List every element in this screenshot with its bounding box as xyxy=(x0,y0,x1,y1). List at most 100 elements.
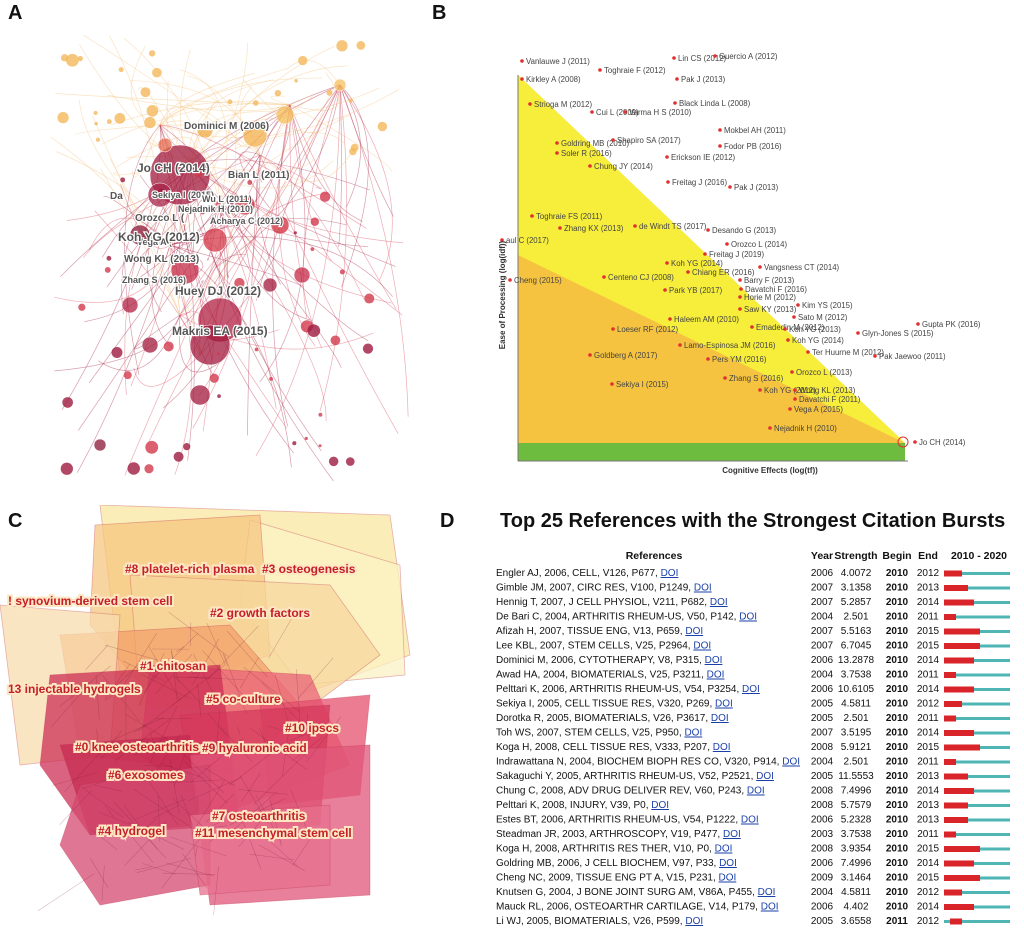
network-node xyxy=(336,40,348,52)
cluster-label: #9 hyaluronic acid xyxy=(202,741,307,755)
network-node xyxy=(377,121,388,132)
node-label: Sekiya I (2015) xyxy=(152,190,214,200)
doi-link[interactable]: DOI xyxy=(715,699,733,710)
network-node xyxy=(144,464,154,474)
cluster-link xyxy=(96,728,100,755)
cluster-link xyxy=(89,857,109,889)
begin-cell: 2010 xyxy=(886,757,909,768)
doi-link[interactable]: DOI xyxy=(685,916,703,927)
burst-bar xyxy=(944,715,956,722)
burst-bar xyxy=(944,628,980,635)
cluster-link xyxy=(253,754,305,805)
doi-link[interactable]: DOI xyxy=(739,612,757,623)
triangle-point xyxy=(739,287,743,291)
end-cell: 2014 xyxy=(917,597,940,608)
network-node xyxy=(293,266,311,284)
doi-link[interactable]: DOI xyxy=(719,873,737,884)
end-cell: 2011 xyxy=(917,757,939,768)
doi-link[interactable]: DOI xyxy=(705,655,723,666)
reference-text: Estes BT, 2006, ARTHRITIS RHEUM-US, V54,… xyxy=(496,815,759,826)
burst-row: Sekiya I, 2005, CELL TISSUE RES, V320, P… xyxy=(496,699,1010,710)
cluster-link xyxy=(258,844,306,872)
doi-link[interactable]: DOI xyxy=(782,757,800,768)
reference-text: Toh WS, 2007, STEM CELLS, V25, P950, DOI xyxy=(496,728,702,739)
relevance-triangle-chart: Vanlauwe J (2011) Lin CS (2012)Guercio A … xyxy=(498,52,980,475)
doi-link[interactable]: DOI xyxy=(693,641,711,652)
doi-link[interactable]: DOI xyxy=(707,670,725,681)
cluster-link xyxy=(239,775,269,824)
triangle-point-label: Orozco L (2013) xyxy=(796,368,852,377)
doi-link[interactable]: DOI xyxy=(723,829,741,840)
triangle-point xyxy=(788,407,792,411)
triangle-point-label: Vanlauwe J (2011) xyxy=(526,57,590,66)
cluster-link xyxy=(161,835,202,889)
triangle-point xyxy=(678,343,682,347)
triangle-point-label: Loeser RF (2012) xyxy=(617,325,679,334)
network-node xyxy=(170,255,200,285)
cluster-link xyxy=(205,794,234,823)
burst-row: Pelttari K, 2008, INJURY, V39, P0, DOI 20… xyxy=(496,800,1010,811)
cluster-link xyxy=(187,777,242,802)
cluster-link xyxy=(122,632,158,688)
network-edge xyxy=(54,314,181,372)
network-edge xyxy=(338,84,342,248)
doi-link[interactable]: DOI xyxy=(715,844,733,855)
network-node xyxy=(362,343,374,354)
network-edge xyxy=(189,45,336,166)
node-label: Wu L (2011) xyxy=(202,194,252,204)
doi-link[interactable]: DOI xyxy=(761,902,779,913)
network-edge xyxy=(100,168,181,316)
node-label: Nejadnik H (2010) xyxy=(178,204,253,214)
doi-link[interactable]: DOI xyxy=(713,742,731,753)
timeline-bar xyxy=(944,905,1010,909)
cluster-link xyxy=(138,652,165,706)
triangle-point-label: Kim YS (2015) xyxy=(802,301,853,310)
triangle-point-label: Zhang KX (2013) xyxy=(564,224,624,233)
end-cell: 2015 xyxy=(917,626,940,637)
doi-link[interactable]: DOI xyxy=(661,568,679,579)
cluster-link xyxy=(37,873,95,912)
triangle-point xyxy=(673,101,677,105)
panel-label-a: A xyxy=(8,2,23,24)
network-node xyxy=(118,67,124,73)
network-node xyxy=(195,190,204,199)
network-node xyxy=(318,412,323,417)
end-cell: 2014 xyxy=(917,655,940,666)
cluster-link xyxy=(148,646,181,701)
doi-link[interactable]: DOI xyxy=(756,771,774,782)
cluster-link xyxy=(134,866,153,871)
burst-bar xyxy=(944,889,962,896)
cluster-link xyxy=(127,821,185,850)
network-node xyxy=(173,451,184,462)
cluster-link xyxy=(255,794,282,843)
triangle-point-label: Shapiro SA (2017) xyxy=(617,136,681,145)
cluster-link xyxy=(59,790,92,826)
burst-bar xyxy=(944,701,962,707)
doi-link[interactable]: DOI xyxy=(694,583,712,594)
triangle-point-label: Haleem AM (2010) xyxy=(674,315,739,324)
timeline-bar xyxy=(944,833,1010,836)
reference-text: Koga H, 2008, ARTHRITIS RES THER, V10, P… xyxy=(496,844,732,855)
network-edge xyxy=(54,244,171,303)
cluster-link xyxy=(220,727,253,763)
doi-link[interactable]: DOI xyxy=(684,728,702,739)
burst-row: Gimble JM, 2007, CIRC RES, V100, P1249, … xyxy=(496,583,1010,594)
year-cell: 2005 xyxy=(811,771,834,782)
year-cell: 2006 xyxy=(811,815,834,826)
reference-text: Knutsen G, 2004, J BONE JOINT SURG AM, V… xyxy=(496,887,775,898)
doi-link[interactable]: DOI xyxy=(685,626,703,637)
cluster-label: ! synovium-derived stem cell xyxy=(8,594,173,608)
triangle-point xyxy=(786,338,790,342)
doi-link[interactable]: DOI xyxy=(747,786,765,797)
doi-link[interactable]: DOI xyxy=(742,684,760,695)
doi-link[interactable]: DOI xyxy=(719,858,737,869)
doi-link[interactable]: DOI xyxy=(651,800,669,811)
doi-link[interactable]: DOI xyxy=(711,713,729,724)
doi-link[interactable]: DOI xyxy=(758,887,776,898)
burst-row: Li WJ, 2005, BIOMATERIALS, V26, P599, DO… xyxy=(496,916,1010,927)
doi-link[interactable]: DOI xyxy=(741,815,759,826)
doi-link[interactable]: DOI xyxy=(710,597,728,608)
cluster-link xyxy=(94,784,122,792)
burst-bar xyxy=(944,759,956,765)
network-edge xyxy=(159,77,323,126)
